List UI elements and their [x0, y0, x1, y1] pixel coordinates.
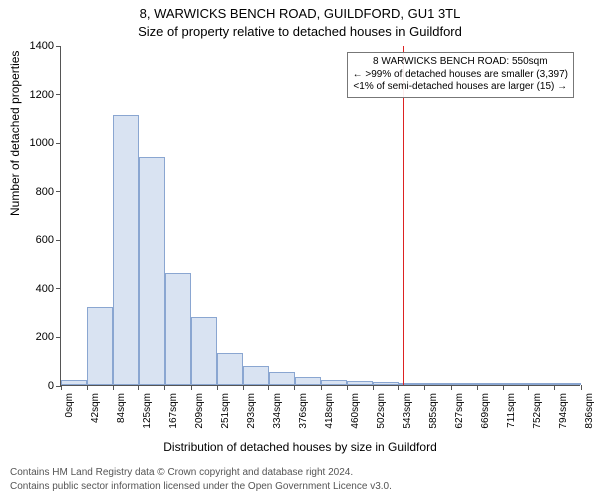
- xtick-mark: [451, 385, 452, 390]
- xtick-label: 460sqm: [350, 393, 361, 429]
- histogram-bar: [165, 273, 191, 385]
- footer-line1: Contains HM Land Registry data © Crown c…: [10, 467, 353, 478]
- histogram-bar: [87, 307, 113, 385]
- ytick-label: 1200: [14, 89, 54, 101]
- histogram-bar: [347, 381, 373, 385]
- ytick-mark: [56, 94, 61, 95]
- xtick-label: 42sqm: [90, 393, 101, 423]
- histogram-bar: [477, 383, 503, 385]
- histogram-bar: [113, 115, 139, 385]
- xtick-mark: [581, 385, 582, 390]
- histogram-bar: [321, 380, 347, 385]
- xtick-label: 543sqm: [402, 393, 413, 429]
- xtick-label: 627sqm: [454, 393, 465, 429]
- xtick-mark: [113, 385, 114, 390]
- histogram-bar: [555, 383, 581, 385]
- xtick-label: 84sqm: [116, 393, 127, 423]
- chart-title-line1: 8, WARWICKS BENCH ROAD, GUILDFORD, GU1 3…: [0, 6, 600, 21]
- histogram-bar: [425, 383, 451, 385]
- histogram-bar: [269, 372, 295, 385]
- annotation-line1: 8 WARWICKS BENCH ROAD: 550sqm: [353, 56, 568, 69]
- xtick-mark: [217, 385, 218, 390]
- xtick-mark: [554, 385, 555, 390]
- xtick-mark: [87, 385, 88, 390]
- xtick-label: 125sqm: [142, 393, 153, 429]
- xtick-label: 836sqm: [584, 393, 595, 429]
- annotation-box: 8 WARWICKS BENCH ROAD: 550sqm ← >99% of …: [347, 52, 574, 98]
- xtick-label: 669sqm: [480, 393, 491, 429]
- xtick-label: 585sqm: [428, 393, 439, 429]
- xtick-mark: [138, 385, 139, 390]
- xtick-mark: [477, 385, 478, 390]
- xtick-mark: [373, 385, 374, 390]
- xtick-mark: [243, 385, 244, 390]
- histogram-bar: [373, 382, 399, 385]
- xtick-mark: [191, 385, 192, 390]
- annotation-line2: ← >99% of detached houses are smaller (3…: [353, 69, 568, 82]
- xtick-mark: [424, 385, 425, 390]
- xtick-label: 251sqm: [220, 393, 231, 429]
- histogram-bar: [191, 317, 217, 385]
- histogram-bar: [139, 157, 165, 385]
- xtick-label: 752sqm: [532, 393, 543, 429]
- histogram-bar: [217, 353, 243, 385]
- ytick-label: 600: [14, 234, 54, 246]
- plot-area: 8 WARWICKS BENCH ROAD: 550sqm ← >99% of …: [60, 46, 580, 386]
- xtick-mark: [294, 385, 295, 390]
- xtick-mark: [164, 385, 165, 390]
- ytick-label: 1000: [14, 137, 54, 149]
- xtick-label: 334sqm: [272, 393, 283, 429]
- ytick-mark: [56, 337, 61, 338]
- xtick-mark: [321, 385, 322, 390]
- ytick-mark: [56, 288, 61, 289]
- xtick-mark: [398, 385, 399, 390]
- xtick-mark: [347, 385, 348, 390]
- histogram-bar: [61, 380, 87, 385]
- xtick-label: 293sqm: [246, 393, 257, 429]
- histogram-bar: [243, 366, 269, 385]
- xtick-label: 502sqm: [376, 393, 387, 429]
- xtick-mark: [61, 385, 62, 390]
- xtick-label: 794sqm: [558, 393, 569, 429]
- xtick-label: 209sqm: [194, 393, 205, 429]
- histogram-bar: [503, 383, 529, 385]
- chart-title-line2: Size of property relative to detached ho…: [0, 24, 600, 39]
- annotation-line3: <1% of semi-detached houses are larger (…: [353, 81, 568, 94]
- ytick-mark: [56, 191, 61, 192]
- ytick-label: 800: [14, 186, 54, 198]
- xtick-mark: [528, 385, 529, 390]
- ytick-label: 0: [14, 380, 54, 392]
- xtick-label: 167sqm: [168, 393, 179, 429]
- xtick-label: 418sqm: [324, 393, 335, 429]
- ytick-mark: [56, 46, 61, 47]
- chart-container: 8, WARWICKS BENCH ROAD, GUILDFORD, GU1 3…: [0, 0, 600, 500]
- xtick-label: 0sqm: [64, 393, 75, 417]
- histogram-bar: [529, 383, 555, 385]
- footer-line2: Contains public sector information licen…: [10, 481, 392, 492]
- xtick-mark: [268, 385, 269, 390]
- xtick-label: 376sqm: [298, 393, 309, 429]
- xtick-label: 711sqm: [506, 393, 517, 428]
- x-axis-label: Distribution of detached houses by size …: [0, 440, 600, 454]
- histogram-bar: [451, 383, 477, 385]
- ytick-label: 200: [14, 331, 54, 343]
- histogram-bar: [295, 377, 321, 386]
- ytick-mark: [56, 143, 61, 144]
- xtick-mark: [503, 385, 504, 390]
- ytick-label: 400: [14, 283, 54, 295]
- ytick-mark: [56, 240, 61, 241]
- ytick-label: 1400: [14, 40, 54, 52]
